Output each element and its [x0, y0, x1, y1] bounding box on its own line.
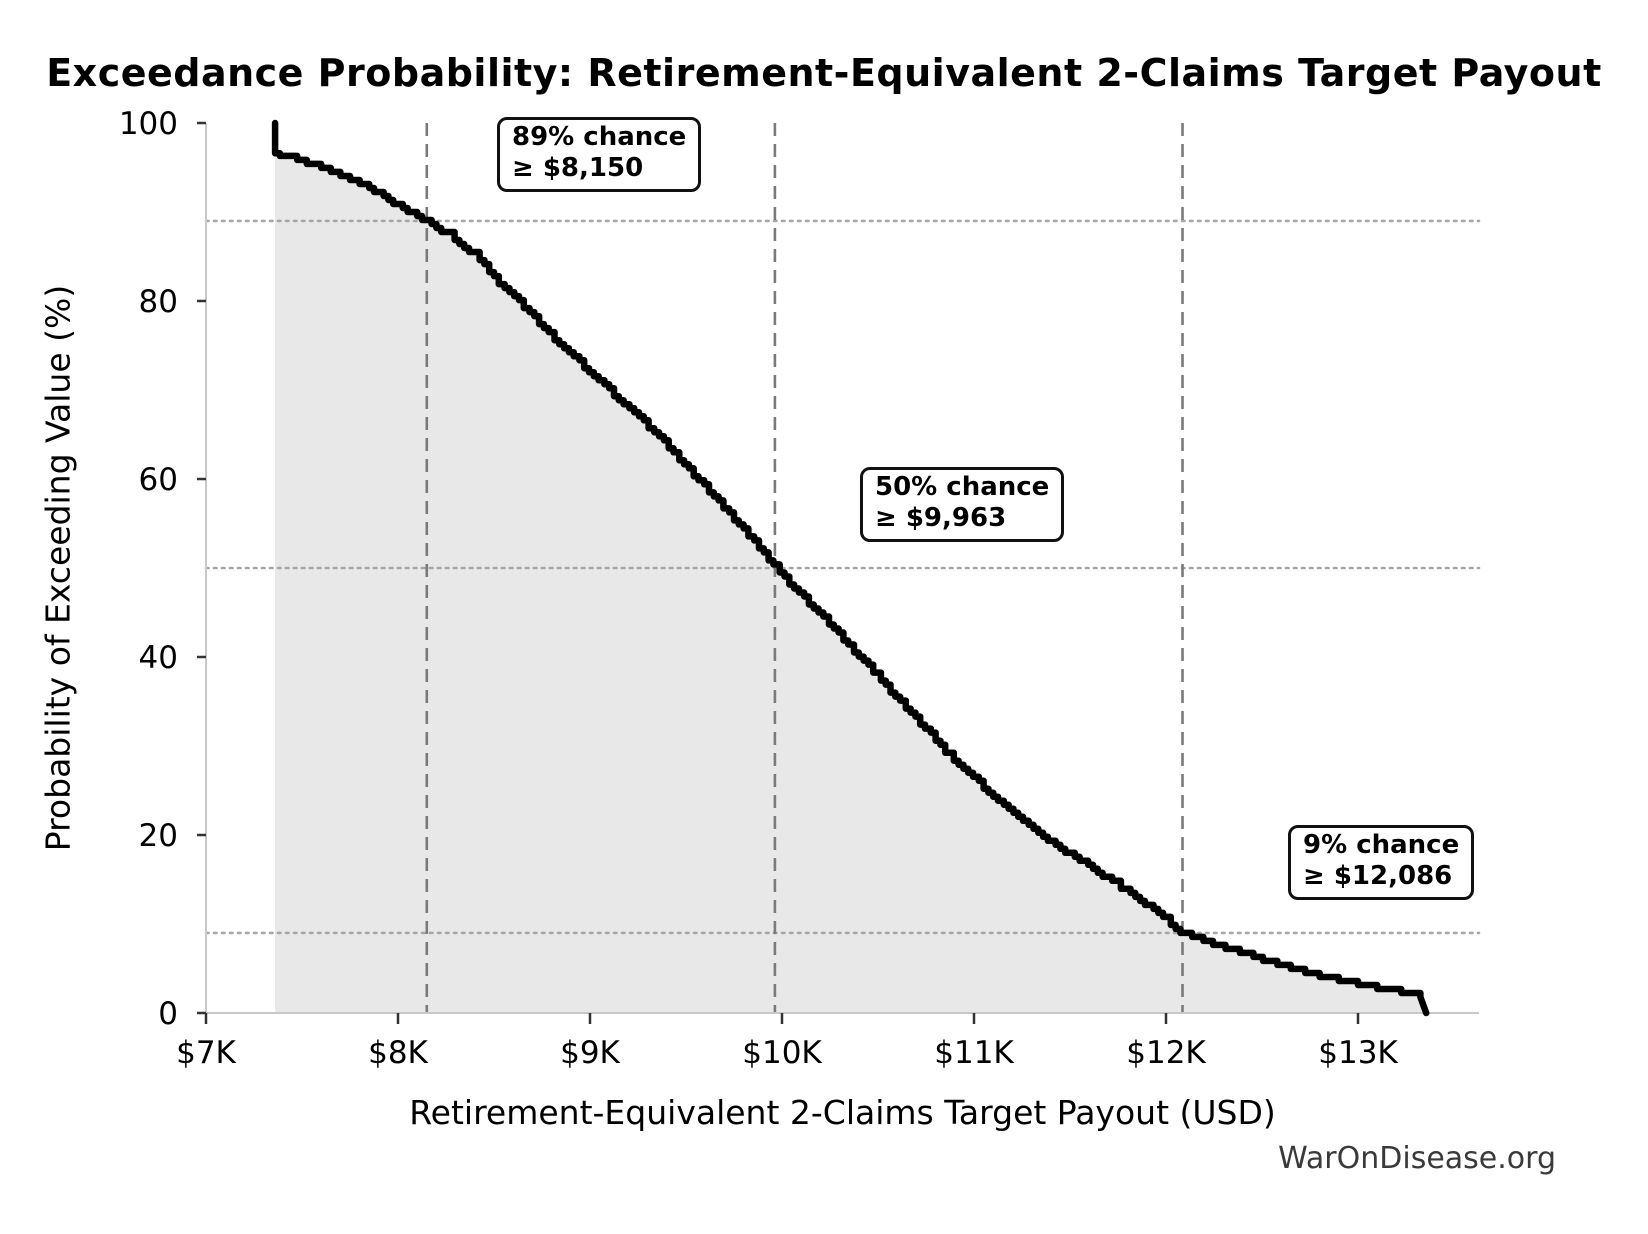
- y-tick-label: 80: [139, 284, 178, 320]
- exceedance-curve: [271, 119, 1430, 1017]
- y-tick-label: 60: [139, 462, 178, 498]
- x-tick-label: $9K: [560, 1035, 620, 1071]
- annotation-value-line: ≥ $9,963: [875, 503, 1007, 533]
- x-tick-label: $12K: [1126, 1035, 1206, 1071]
- annotation-50-percent: 50% chance ≥ $9,963: [860, 467, 1065, 542]
- annotation-value-line: ≥ $12,086: [1303, 861, 1453, 891]
- x-tick-label: $7K: [176, 1035, 236, 1071]
- annotation-chance-line: 50% chance: [875, 472, 1050, 502]
- x-tick-label: $13K: [1318, 1035, 1398, 1071]
- annotation-chance-line: 9% chance: [1303, 830, 1460, 860]
- x-tick-label: $10K: [742, 1035, 822, 1071]
- annotation-chance-line: 89% chance: [512, 122, 687, 152]
- y-tick-label: 100: [119, 106, 178, 142]
- x-tick-label: $11K: [934, 1035, 1014, 1071]
- y-tick-label: 40: [139, 640, 178, 676]
- watermark: WarOnDisease.org: [1278, 1141, 1556, 1176]
- annotation-value-line: ≥ $8,150: [512, 153, 644, 183]
- y-tick-label: 0: [158, 996, 178, 1032]
- annotation-9-percent: 9% chance ≥ $12,086: [1288, 825, 1475, 900]
- x-axis-label: Retirement-Equivalent 2-Claims Target Pa…: [409, 1093, 1276, 1132]
- annotation-89-percent: 89% chance ≥ $8,150: [497, 117, 702, 192]
- chart-title: Exceedance Probability: Retirement-Equiv…: [46, 51, 1602, 95]
- y-tick-label: 20: [139, 818, 178, 854]
- x-tick-label: $8K: [368, 1035, 428, 1071]
